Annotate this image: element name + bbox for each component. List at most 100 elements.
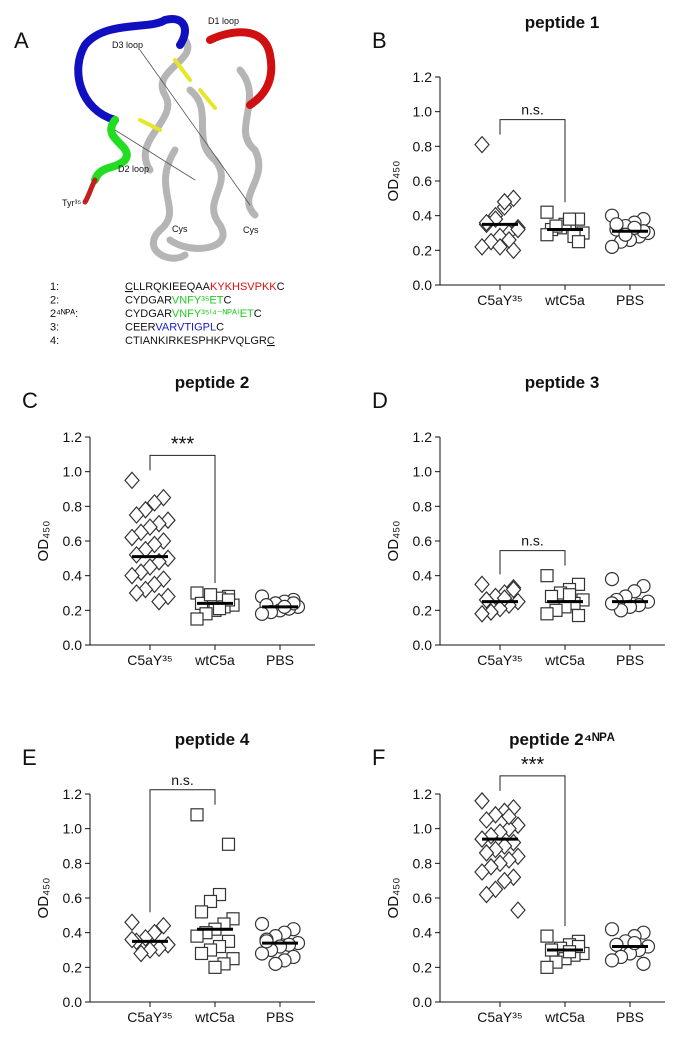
data-point — [571, 235, 586, 249]
data-point — [562, 588, 577, 602]
sequence-number: 1: — [50, 281, 59, 293]
y-axis-label: OD₄₅₀ — [35, 521, 52, 562]
y-tick-label: 0.0 — [413, 637, 433, 653]
x-tick-label: PBS — [616, 652, 644, 668]
data-point — [133, 944, 149, 963]
sequence-part: LLRQKIEEQAA — [133, 281, 211, 293]
data-point — [155, 488, 172, 507]
sequence-number: 4: — [50, 335, 59, 347]
x-tick-label: PBS — [616, 292, 644, 308]
data-point — [128, 506, 145, 524]
data-point — [474, 604, 490, 623]
data-point — [510, 220, 526, 239]
y-axis-label: OD₄₅₀ — [35, 878, 52, 919]
y-tick-label: 0.8 — [63, 498, 83, 514]
data-point — [609, 937, 624, 952]
significance-label: n.s. — [521, 533, 544, 549]
helix — [149, 146, 189, 262]
data-point — [474, 575, 490, 594]
data-point — [190, 808, 204, 822]
y-tick-label: 0.0 — [413, 994, 433, 1010]
y-tick-label: 0.6 — [413, 533, 433, 549]
y-tick-label: 0.4 — [63, 568, 83, 584]
y-tick-label: 0.8 — [413, 498, 433, 514]
y-tick-label: 0.6 — [63, 533, 83, 549]
data-point — [124, 930, 140, 949]
sequence-part: VARVTIGPL — [155, 322, 216, 334]
y-tick-label: 1.0 — [63, 821, 83, 837]
bond-line — [114, 49, 251, 206]
y-tick-label: 1.0 — [63, 464, 83, 480]
data-point — [501, 850, 517, 869]
x-tick-label: C5aY³⁵ — [127, 652, 173, 668]
data-point — [492, 237, 508, 256]
protein-structure — [74, 15, 276, 262]
data-point — [571, 608, 586, 623]
data-point — [501, 807, 517, 826]
data-point — [604, 572, 620, 587]
sequence-number: 2⁴ᴺᴾᴬ: — [50, 308, 78, 320]
x-tick-label: PBS — [616, 1009, 644, 1025]
data-point — [478, 591, 495, 609]
x-tick-label: wtC5a — [544, 652, 585, 668]
x-tick-label: wtC5a — [194, 652, 235, 668]
y-tick-label: 0.4 — [413, 568, 433, 584]
x-tick-label: PBS — [266, 652, 294, 668]
x-tick-label: C5aY³⁵ — [127, 1009, 173, 1025]
data-point — [160, 587, 176, 606]
chart-title: peptide 3 — [525, 373, 600, 392]
significance-bracket — [499, 775, 566, 927]
data-point — [474, 863, 490, 881]
y-tick-label: 0.2 — [63, 959, 83, 975]
sequence-part: C — [125, 281, 133, 293]
data-point — [151, 592, 167, 611]
panel-letter: F — [372, 745, 385, 770]
data-point — [562, 212, 577, 226]
x-tick-label: C5aY³⁵ — [477, 652, 523, 668]
y-tick-label: 1.0 — [413, 821, 433, 837]
disulfide — [138, 58, 217, 132]
sequence-part: KYKHSVPKK — [210, 281, 277, 293]
data-point — [474, 135, 490, 154]
data-point — [151, 514, 167, 533]
data-point — [190, 612, 204, 626]
data-point — [487, 587, 504, 606]
data-point — [137, 928, 154, 947]
y-tick-label: 0.0 — [413, 277, 433, 293]
y-tick-label: 0.4 — [413, 925, 433, 941]
x-tick-label: C5aY³⁵ — [477, 292, 523, 308]
y-tick-label: 1.0 — [413, 464, 433, 480]
data-point — [474, 237, 490, 256]
data-point — [124, 913, 140, 932]
y-tick-label: 0.8 — [413, 855, 433, 871]
y-tick-label: 0.2 — [413, 959, 433, 975]
sequence: CYDGARVNFY³⁵⁽⁴⁻ᴺᴾᴬ⁾ETC — [125, 308, 262, 320]
x-tick-label: wtC5a — [194, 1009, 235, 1025]
data-point — [151, 939, 167, 958]
sequence-part: C — [254, 308, 262, 320]
sequence-part: CEER — [125, 322, 156, 334]
significance-label: n.s. — [521, 102, 544, 118]
data-point — [505, 580, 522, 599]
data-point — [478, 213, 495, 232]
data-point — [208, 960, 222, 974]
data-point — [128, 545, 145, 564]
data-point — [190, 929, 204, 943]
y-tick-label: 0.8 — [413, 138, 433, 154]
data-point — [146, 535, 163, 554]
data-point — [474, 792, 490, 810]
sequence-part: CTIANKIRKESPHKPVQLGR — [125, 335, 267, 347]
y-axis-label: OD₄₅₀ — [385, 878, 402, 919]
significance-label: *** — [521, 754, 545, 776]
x-tick-label: wtC5a — [544, 292, 585, 308]
x-tick-label: wtC5a — [544, 1009, 585, 1025]
y-tick-label: 1.2 — [63, 429, 83, 445]
sequence: CTIANKIRKESPHKPVQLGRC — [125, 335, 275, 347]
data-point — [155, 916, 172, 935]
data-point — [203, 894, 218, 909]
significance-bracket — [149, 454, 216, 583]
significance-bracket — [499, 119, 566, 203]
y-tick-label: 1.2 — [413, 786, 433, 802]
significance-label: *** — [171, 433, 195, 455]
